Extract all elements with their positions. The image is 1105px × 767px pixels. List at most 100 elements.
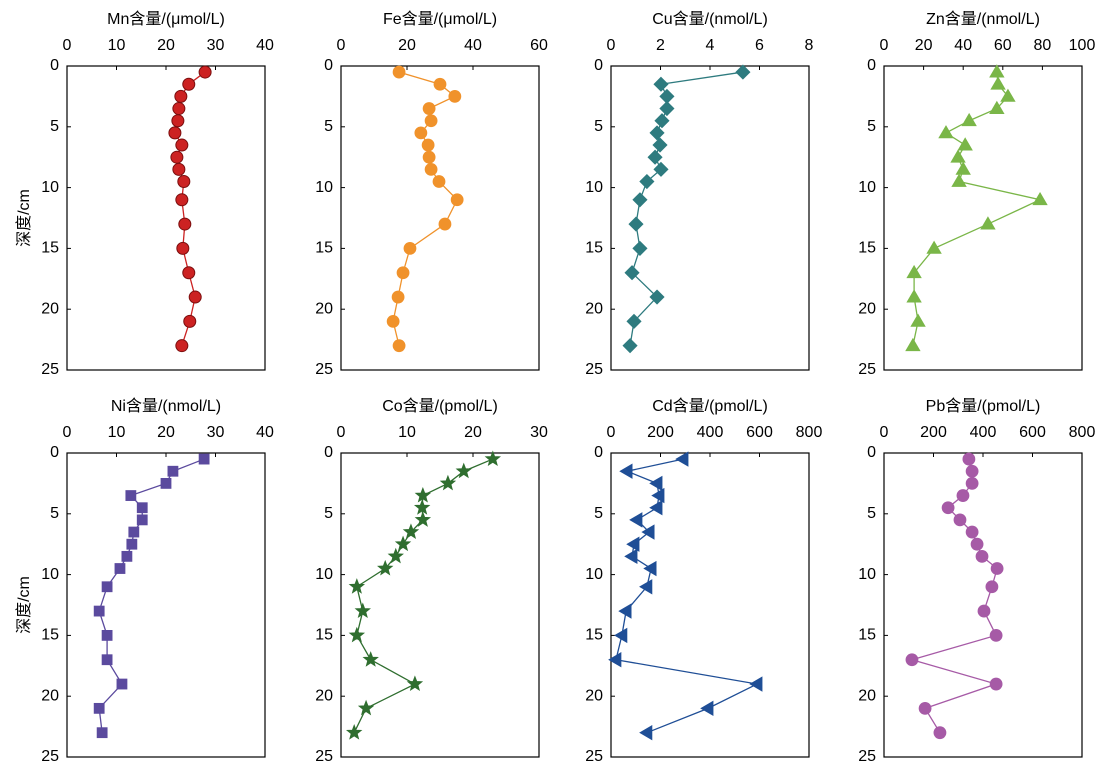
x-tick-label: 400 bbox=[970, 424, 997, 441]
marker bbox=[136, 514, 148, 526]
x-tick-label: 0 bbox=[337, 424, 346, 441]
y-tick-label: 15 bbox=[41, 240, 59, 257]
x-tick-label: 40 bbox=[954, 37, 972, 54]
plot-frame bbox=[610, 65, 810, 371]
marker bbox=[392, 65, 406, 79]
y-tick-label: 0 bbox=[594, 444, 603, 461]
marker bbox=[172, 102, 186, 116]
marker bbox=[989, 100, 1005, 114]
marker bbox=[643, 560, 657, 577]
marker bbox=[989, 629, 1003, 642]
marker bbox=[346, 724, 363, 740]
marker bbox=[624, 548, 638, 565]
marker bbox=[121, 550, 133, 562]
marker bbox=[626, 313, 642, 329]
x-tick-label: 20 bbox=[915, 37, 933, 54]
marker bbox=[183, 314, 197, 328]
marker bbox=[198, 65, 212, 79]
y-tick-label: 0 bbox=[867, 57, 876, 74]
y-tick-label: 25 bbox=[315, 748, 333, 765]
y-tick-label: 0 bbox=[50, 444, 59, 461]
y-tick-label: 0 bbox=[594, 57, 603, 74]
marker bbox=[989, 677, 1003, 691]
marker bbox=[101, 654, 113, 666]
x-tick-label: 20 bbox=[398, 37, 416, 54]
marker bbox=[171, 114, 185, 128]
x-tick-label: 6 bbox=[755, 37, 764, 54]
panel-title: Pb含量/(pmol/L) bbox=[926, 397, 1041, 415]
marker bbox=[101, 581, 113, 593]
marker bbox=[424, 162, 438, 176]
marker bbox=[647, 149, 663, 165]
y-tick-label: 0 bbox=[50, 57, 59, 74]
marker bbox=[622, 338, 638, 354]
marker bbox=[438, 217, 452, 231]
marker bbox=[450, 193, 464, 207]
y-tick-label: 20 bbox=[315, 300, 333, 317]
plot-frame bbox=[340, 65, 540, 371]
marker bbox=[422, 150, 436, 164]
marker bbox=[354, 602, 371, 619]
marker bbox=[955, 161, 971, 175]
y-tick-label: 20 bbox=[585, 300, 603, 317]
marker bbox=[126, 538, 138, 550]
marker bbox=[628, 216, 644, 232]
y-tick-label: 5 bbox=[324, 505, 333, 522]
marker bbox=[168, 126, 182, 140]
marker bbox=[990, 562, 1004, 575]
marker bbox=[618, 603, 632, 619]
marker bbox=[174, 89, 188, 103]
y-tick-label: 20 bbox=[858, 300, 876, 317]
marker bbox=[93, 605, 105, 617]
marker bbox=[448, 90, 462, 103]
marker bbox=[433, 77, 447, 91]
x-tick-label: 0 bbox=[337, 37, 346, 54]
marker bbox=[348, 626, 366, 643]
marker bbox=[198, 453, 210, 465]
marker bbox=[970, 537, 984, 551]
marker bbox=[961, 112, 977, 127]
marker bbox=[414, 511, 432, 527]
profile-line bbox=[909, 458, 999, 734]
marker bbox=[116, 678, 128, 690]
profile-line bbox=[98, 458, 205, 733]
y-tick-label: 10 bbox=[585, 179, 603, 196]
x-tick-label: 200 bbox=[647, 424, 674, 441]
marker bbox=[93, 702, 105, 714]
panel-title: Cu含量/(nmol/L) bbox=[652, 10, 768, 28]
marker bbox=[182, 77, 196, 91]
marker bbox=[926, 240, 942, 254]
marker bbox=[632, 192, 648, 208]
marker bbox=[96, 727, 108, 739]
marker bbox=[391, 290, 405, 304]
marker bbox=[700, 700, 714, 717]
x-tick-label: 10 bbox=[108, 37, 126, 54]
marker bbox=[619, 463, 633, 479]
x-tick-label: 400 bbox=[697, 424, 724, 441]
y-tick-label: 5 bbox=[50, 505, 59, 522]
marker bbox=[965, 464, 979, 478]
y-tick-label: 25 bbox=[315, 361, 333, 378]
x-tick-label: 0 bbox=[880, 37, 889, 54]
marker bbox=[980, 216, 996, 230]
y-tick-label: 5 bbox=[50, 118, 59, 135]
marker bbox=[414, 126, 428, 140]
marker bbox=[989, 64, 1005, 78]
y-tick-label: 20 bbox=[41, 300, 59, 317]
marker bbox=[639, 724, 653, 741]
panel-title: Cd含量/(pmol/L) bbox=[652, 397, 768, 415]
marker bbox=[910, 313, 926, 327]
marker bbox=[651, 487, 665, 504]
y-tick-label: 0 bbox=[324, 444, 333, 461]
marker bbox=[125, 490, 137, 501]
x-tick-label: 30 bbox=[207, 37, 225, 54]
marker bbox=[962, 452, 976, 466]
y-tick-label: 5 bbox=[867, 505, 876, 522]
x-tick-label: 0 bbox=[880, 424, 889, 441]
panel-title: Fe含量/(μmol/L) bbox=[383, 10, 497, 28]
x-tick-label: 800 bbox=[1069, 424, 1096, 441]
marker bbox=[975, 549, 989, 563]
panel-title: Co含量/(pmol/L) bbox=[382, 397, 498, 415]
marker bbox=[414, 486, 432, 503]
panel-title: Mn含量/(μmol/L) bbox=[107, 10, 225, 28]
